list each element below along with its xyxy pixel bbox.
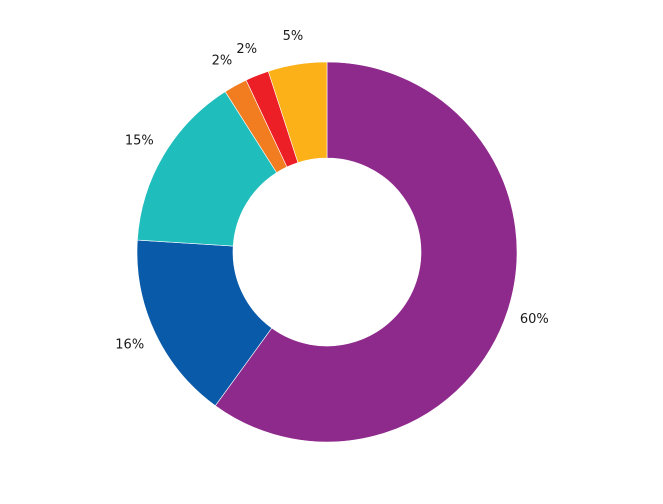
slice-label-2: 15% xyxy=(125,134,154,149)
donut-slice-2 xyxy=(137,91,278,247)
donut-slices xyxy=(136,61,518,443)
slice-label-1: 16% xyxy=(115,337,144,352)
donut-slice-5 xyxy=(267,61,328,163)
slice-label-3: 2% xyxy=(212,53,233,68)
slice-label-5: 5% xyxy=(283,29,304,44)
slice-label-0: 60% xyxy=(520,312,549,327)
donut-slice-0 xyxy=(214,61,518,443)
donut-slice-1 xyxy=(136,239,273,407)
slice-labels: 60% 16% 15% 2%2% 5% xyxy=(115,29,548,352)
slice-label-4: 2% xyxy=(236,42,257,57)
